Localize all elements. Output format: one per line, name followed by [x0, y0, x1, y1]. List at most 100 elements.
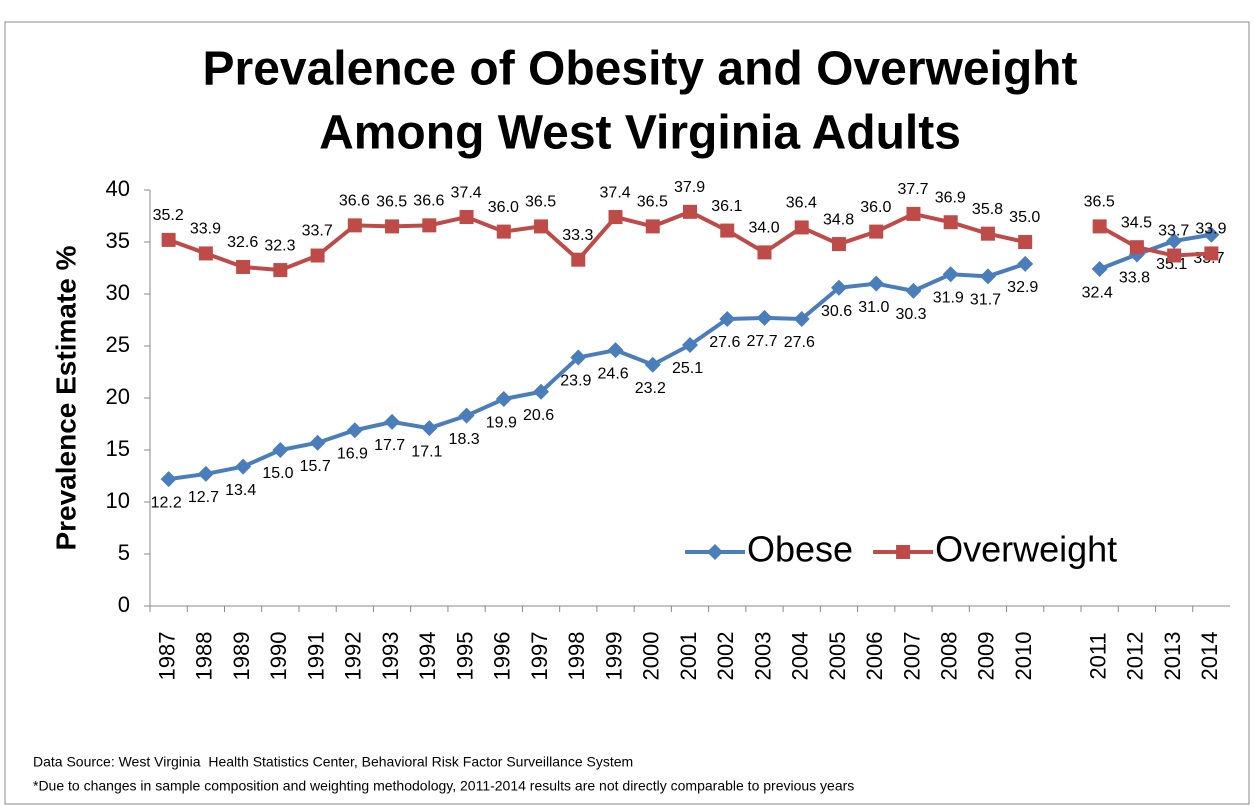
x-tick-label: 1989 [229, 632, 254, 681]
marker [347, 218, 362, 233]
data-label: 33.3 [562, 227, 593, 244]
x-tick-label: 2013 [1160, 632, 1185, 681]
frame [4, 21, 1250, 805]
data-label: 37.4 [451, 184, 482, 201]
data-label: 12.2 [151, 494, 182, 511]
marker [495, 391, 512, 408]
marker [1017, 255, 1034, 272]
marker [868, 275, 885, 292]
marker [459, 210, 474, 225]
marker [707, 544, 723, 560]
marker [1018, 235, 1033, 249]
marker [533, 383, 550, 400]
marker [1166, 232, 1183, 249]
marker [272, 442, 289, 458]
data-label: 13.4 [225, 482, 256, 499]
marker [608, 210, 623, 225]
data-label: 36.1 [711, 198, 742, 215]
data-label: 33.9 [190, 221, 221, 238]
x-tick-label: 2003 [750, 632, 775, 681]
marker [496, 224, 511, 239]
marker [534, 219, 549, 234]
x-tick-label: 2000 [639, 632, 664, 681]
marker [1167, 248, 1182, 263]
marker [422, 218, 437, 233]
data-label: 36.4 [786, 195, 817, 212]
marker [979, 268, 996, 285]
x-tick-label: 1994 [415, 632, 440, 681]
chart-title: Prevalence of Obesity and Overweight [203, 43, 1078, 96]
marker [236, 259, 251, 274]
data-label: 20.6 [523, 407, 554, 424]
marker [1092, 219, 1107, 234]
marker [1129, 240, 1144, 255]
marker [644, 356, 661, 373]
marker [384, 413, 401, 430]
y-tick-label: 10 [106, 488, 130, 513]
data-label: 12.7 [188, 489, 219, 506]
marker [943, 215, 958, 230]
y-tick-label: 35 [106, 228, 130, 253]
data-label: 23.2 [635, 380, 666, 397]
data-label: 33.9 [1195, 221, 1226, 238]
data-label: 36.5 [637, 194, 668, 211]
marker [385, 219, 400, 234]
legend-label: Obese [747, 529, 853, 570]
y-axis-label: Prevalence Estimate % [50, 245, 81, 550]
data-label: 31.7 [970, 292, 1001, 309]
marker [346, 422, 363, 439]
y-tick-label: 40 [106, 176, 130, 201]
chart-title: Among West Virginia Adults [319, 107, 961, 160]
marker [197, 465, 214, 482]
marker [830, 279, 847, 296]
data-label: 34.5 [1121, 214, 1152, 231]
marker [683, 204, 697, 219]
data-label: 17.1 [411, 443, 442, 460]
x-tick-label: 1999 [601, 632, 626, 681]
marker [756, 309, 773, 326]
footnote: Data Source: West Virginia Health Statis… [33, 754, 633, 770]
marker [757, 245, 772, 260]
marker [906, 206, 921, 221]
x-tick-label: 1991 [303, 632, 328, 681]
data-label: 35.0 [1009, 209, 1040, 226]
marker [682, 336, 698, 353]
legend-label: Overweight [935, 529, 1117, 570]
data-label: 32.4 [1082, 284, 1113, 301]
x-tick-label: 2012 [1123, 632, 1148, 681]
data-label: 25.1 [672, 360, 703, 377]
data-label: 36.9 [935, 189, 966, 206]
marker [645, 219, 660, 234]
data-label: 36.0 [860, 199, 891, 216]
marker [273, 263, 288, 278]
footnote: *Due to changes in sample composition an… [33, 778, 854, 794]
data-label: 30.3 [895, 306, 926, 323]
y-tick-label: 5 [118, 540, 130, 565]
x-tick-label: 2009 [974, 632, 999, 681]
y-tick-label: 0 [118, 592, 130, 617]
marker [1091, 261, 1108, 278]
data-label: 31.9 [933, 289, 964, 306]
marker [570, 349, 587, 366]
x-tick-label: 2011 [1085, 632, 1110, 679]
data-label: 37.7 [897, 181, 928, 198]
marker [160, 471, 177, 488]
data-label: 30.6 [821, 303, 852, 320]
data-label: 32.3 [264, 237, 295, 254]
y-tick-label: 20 [106, 384, 130, 409]
marker [905, 282, 922, 299]
data-label: 19.9 [486, 414, 517, 431]
marker [458, 407, 475, 424]
x-tick-label: 1987 [154, 632, 179, 681]
x-tick-label: 1993 [378, 632, 403, 681]
marker [980, 226, 995, 241]
x-tick-label: 1992 [341, 632, 366, 681]
data-label: 27.7 [746, 333, 777, 350]
data-label: 17.7 [374, 437, 405, 454]
data-label: 35.2 [153, 207, 184, 224]
marker [198, 246, 213, 261]
data-label: 24.6 [598, 365, 629, 382]
x-tick-label: 1998 [564, 632, 589, 681]
marker [794, 220, 809, 235]
